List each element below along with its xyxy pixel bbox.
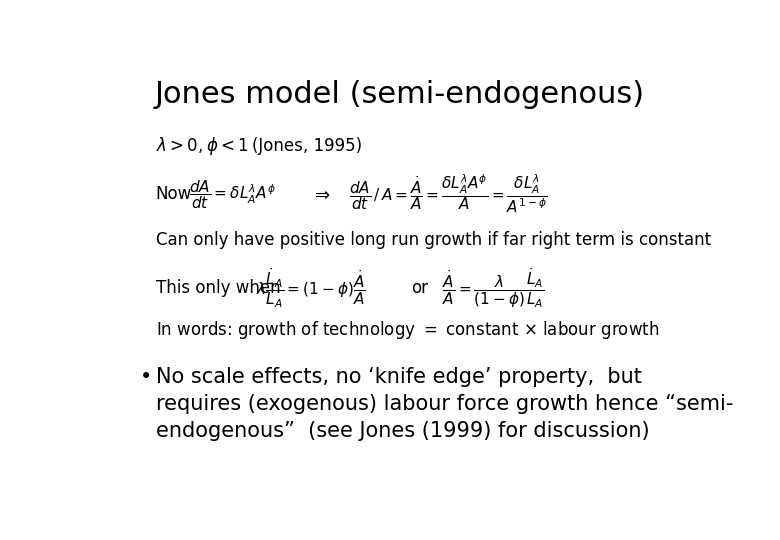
Text: endogenous”  (see Jones (1999) for discussion): endogenous” (see Jones (1999) for discus… (156, 421, 649, 441)
Text: (Jones, 1995): (Jones, 1995) (253, 137, 363, 154)
Text: No scale effects, no ‘knife edge’ property,  but: No scale effects, no ‘knife edge’ proper… (156, 367, 641, 387)
Text: or: or (411, 279, 428, 297)
Text: $\lambda\dfrac{\dot{L}_A}{L_A}=(1-\phi)\dfrac{\dot{A}}{A}$: $\lambda\dfrac{\dot{L}_A}{L_A}=(1-\phi)\… (257, 267, 366, 309)
Text: •: • (140, 367, 152, 387)
Text: $\dfrac{\dot{A}}{A}=\dfrac{\lambda}{(1-\phi)}\dfrac{\dot{L}_A}{L_A}$: $\dfrac{\dot{A}}{A}=\dfrac{\lambda}{(1-\… (442, 266, 545, 310)
Text: requires (exogenous) labour force growth hence “semi-: requires (exogenous) labour force growth… (156, 394, 733, 414)
Text: $\Rightarrow$: $\Rightarrow$ (310, 185, 331, 203)
Text: Now: Now (156, 185, 192, 203)
Text: $\dfrac{dA}{dt}\,/\,A=\dfrac{\dot{A}}{A}=\dfrac{\delta L_A^{\lambda}A^{\phi}}{A}: $\dfrac{dA}{dt}\,/\,A=\dfrac{\dot{A}}{A}… (349, 173, 548, 215)
Text: Jones model (semi-endogenous): Jones model (semi-endogenous) (154, 79, 645, 109)
Text: Can only have positive long run growth if far right term is constant: Can only have positive long run growth i… (156, 231, 711, 249)
Text: $\lambda>0, \phi<1$: $\lambda>0, \phi<1$ (156, 134, 248, 157)
Text: This only when: This only when (156, 279, 280, 297)
Text: $\dfrac{dA}{dt}=\delta L_A^{\lambda}A^{\phi}$: $\dfrac{dA}{dt}=\delta L_A^{\lambda}A^{\… (189, 178, 275, 211)
Text: In words: growth of technology $=$ constant $\times$ labour growth: In words: growth of technology $=$ const… (156, 320, 659, 341)
